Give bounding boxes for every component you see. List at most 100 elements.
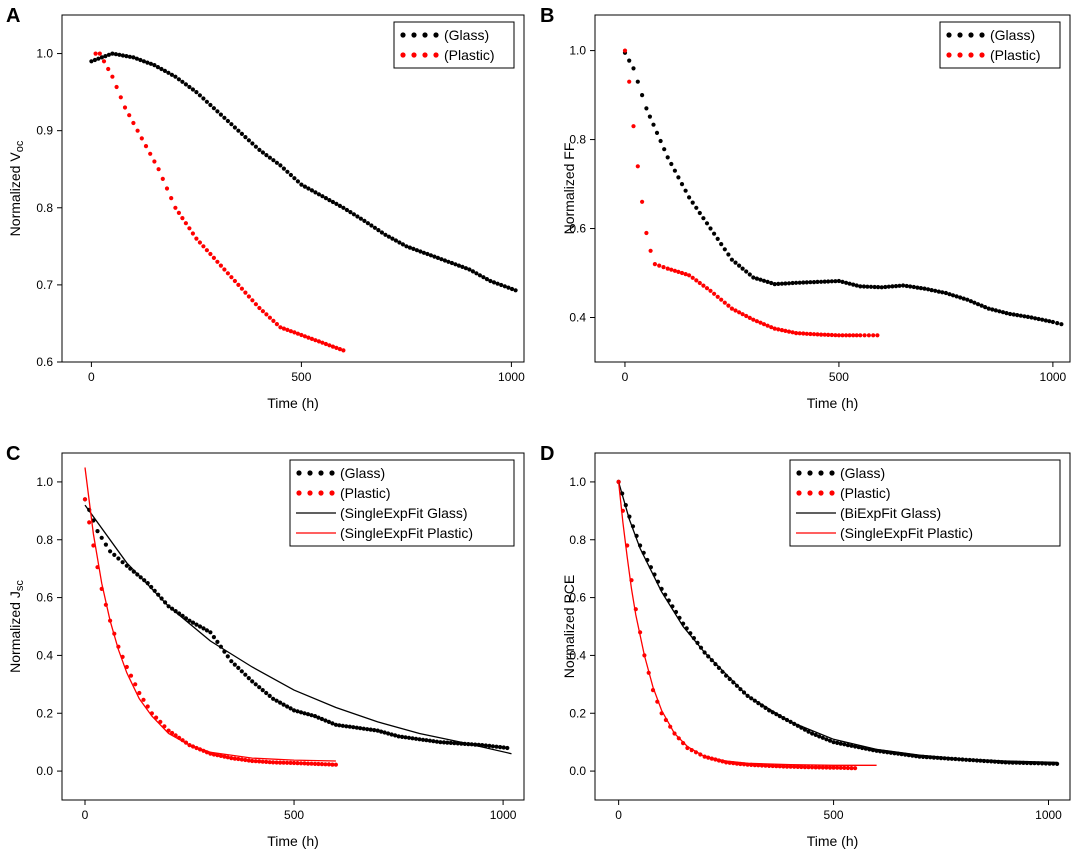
data-point <box>851 333 856 338</box>
data-point <box>229 659 234 664</box>
data-point <box>854 333 859 338</box>
data-point <box>786 281 792 286</box>
data-point <box>271 318 276 323</box>
data-point <box>704 286 710 291</box>
data-point <box>683 272 688 277</box>
data-point <box>87 520 92 525</box>
data-point <box>164 186 170 191</box>
data-point <box>774 764 779 769</box>
legend-dot-swatch <box>818 470 824 476</box>
legend-item: (Plastic) <box>296 485 391 501</box>
data-point <box>840 279 845 284</box>
data-point <box>116 556 121 561</box>
data-point <box>82 497 88 502</box>
plot-frame <box>61 452 525 801</box>
y-tick-label: 0.4 <box>569 648 586 662</box>
data-point <box>1036 316 1041 322</box>
data-point <box>92 57 97 63</box>
series-0 <box>622 50 1064 327</box>
x-tick-label: 1000 <box>1040 370 1067 384</box>
series-line <box>617 481 1058 764</box>
data-point <box>243 135 248 140</box>
data-point <box>683 188 688 193</box>
data-point <box>281 326 286 331</box>
legend-label: (Glass) <box>990 27 1035 43</box>
data-point <box>225 271 230 276</box>
data-point <box>1008 311 1013 317</box>
data-point <box>246 758 251 763</box>
x-tick-label: 1000 <box>490 808 517 822</box>
data-point <box>804 280 809 285</box>
data-point <box>236 282 241 287</box>
legend: (Glass) (Plastic) <box>939 21 1061 69</box>
data-point <box>225 118 230 124</box>
data-point <box>372 225 377 230</box>
data-point <box>358 726 363 731</box>
series-line <box>84 504 512 755</box>
data-point <box>379 729 384 734</box>
x-tick-label: 500 <box>829 370 849 384</box>
data-point <box>285 169 290 174</box>
legend-item: (BiExpFit Glass) <box>796 505 941 521</box>
data-point <box>250 679 255 684</box>
data-point <box>833 279 838 284</box>
data-point <box>876 285 881 290</box>
data-point <box>487 743 492 749</box>
data-point <box>926 287 931 292</box>
data-point <box>340 723 345 728</box>
data-point <box>190 231 195 236</box>
data-point <box>232 756 237 761</box>
data-point <box>218 112 223 117</box>
data-point <box>236 128 241 133</box>
data-point <box>190 87 195 92</box>
data-point <box>795 764 800 770</box>
data-point <box>225 755 230 760</box>
panel-letter: D <box>540 443 554 465</box>
data-point <box>187 226 192 231</box>
legend-dot-swatch <box>307 490 313 496</box>
data-point <box>505 745 510 751</box>
data-point <box>434 739 439 744</box>
data-point <box>302 334 307 339</box>
data-point <box>819 332 824 337</box>
data-point <box>783 328 788 333</box>
x-tick-label: 0 <box>88 370 95 384</box>
data-point <box>386 234 391 239</box>
legend: (Glass) (Plastic) (BiExpFit Glass) (SingleE… <box>789 459 1061 547</box>
legend-dot-swatch <box>946 32 952 38</box>
legend: (Glass) (Plastic) <box>393 21 515 69</box>
data-point <box>950 293 956 298</box>
data-point <box>239 757 244 762</box>
data-point <box>312 714 318 719</box>
data-point <box>406 735 412 740</box>
data-point <box>169 72 174 77</box>
data-point <box>737 263 742 268</box>
data-point <box>208 102 213 108</box>
data-point <box>413 736 419 741</box>
data-point <box>456 263 461 268</box>
data-point <box>407 245 412 250</box>
legend-box <box>939 21 1061 69</box>
x-tick-label: 0 <box>82 808 89 822</box>
data-point <box>687 195 692 200</box>
data-point <box>253 302 258 307</box>
legend-dot-swatch <box>957 52 963 58</box>
data-point <box>120 53 125 58</box>
data-point <box>341 205 346 210</box>
data-point <box>421 250 426 255</box>
data-point <box>264 759 269 765</box>
data-point <box>488 278 493 284</box>
data-point <box>676 269 681 274</box>
data-point <box>704 221 710 226</box>
data-point <box>849 743 854 748</box>
data-point <box>337 347 342 352</box>
x-axis-title: Time (h) <box>267 395 319 411</box>
data-point <box>127 54 132 59</box>
data-point <box>842 742 847 747</box>
data-point <box>417 737 422 742</box>
data-point <box>432 254 437 259</box>
data-point <box>761 278 767 283</box>
data-point <box>274 760 279 765</box>
legend: (Glass) (Plastic) (SingleExpFit Glass) (Sin… <box>289 459 515 547</box>
data-point <box>506 285 511 290</box>
